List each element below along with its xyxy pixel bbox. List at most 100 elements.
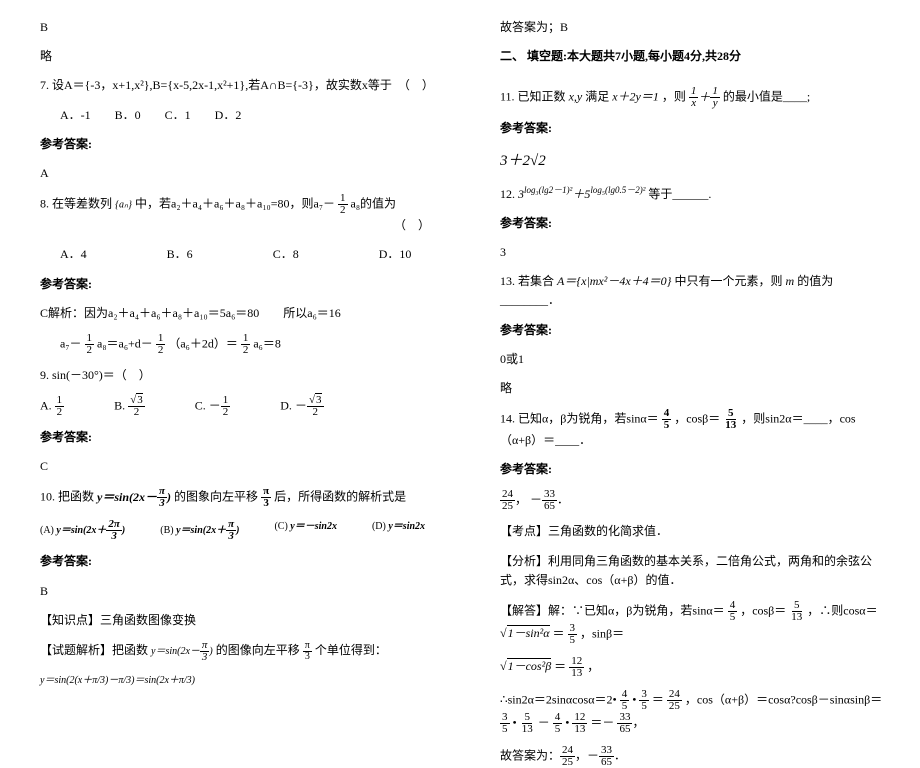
q8-seq: {aₙ} [115, 199, 132, 210]
q10f1: y＝sin(2x－π3) [97, 490, 174, 504]
q10f2: π3 [261, 486, 271, 509]
ex1c: 个单位得到： [315, 643, 387, 657]
q7: 7. 设A＝{-3，x+1,x²},B={x-5,2x-1,x²+1},若A∩B… [40, 76, 430, 95]
ref-12: 参考答案: [500, 214, 890, 233]
ref-7: 参考答案: [40, 135, 430, 154]
q13b: A＝{x|mx²－4x＋4＝0} [557, 274, 671, 288]
q10B-f: y＝sin(2x＋π3) [176, 525, 239, 536]
ref-10: 参考答案: [40, 552, 430, 571]
sold: ＝ [553, 626, 565, 640]
q9A: A. [40, 398, 52, 412]
sf1: 45 [728, 600, 738, 623]
ref-8: 参考答案: [40, 275, 430, 294]
q10D: (D) [372, 521, 386, 532]
q10D-f: y＝sin2x [388, 521, 425, 532]
frac-h4: 12 [241, 333, 251, 356]
q10A-f: y＝sin(2x＋2π3) [56, 525, 125, 536]
ref-14: 参考答案: [500, 460, 890, 479]
q8A: A．4 [60, 245, 87, 264]
frac-h3: 12 [156, 333, 166, 356]
s4f1: 2425 [560, 745, 575, 768]
q9B-frac: 32 [128, 395, 145, 418]
ref-9: 参考答案: [40, 428, 430, 447]
q10: 10. 把函数 y＝sin(2x－π3) 的图象向左平移 π3 后，所得函数的解… [40, 486, 430, 509]
s4f2: 3365 [599, 745, 614, 768]
q9C: C. [195, 398, 206, 412]
q10B-w: (B) y＝sin(2x＋π3) [160, 519, 239, 542]
ref-13: 参考答案: [500, 321, 890, 340]
a8l2c: （a₆＋2d）＝ [168, 336, 238, 350]
a10: B [40, 582, 430, 601]
q8-b: 中，若a₂＋a₄＋a₆＋a₈＋a₁₀=80，则a₇－ [135, 196, 335, 210]
s2b: ， [587, 659, 599, 673]
q9D: D. [280, 398, 292, 412]
q8C: C．8 [273, 245, 299, 264]
q14b: ，cosβ＝ [674, 411, 720, 425]
solc: ，∴则cosα＝ [807, 603, 877, 617]
sole: ，sinβ＝ [580, 626, 624, 640]
sf4: 35 [568, 623, 578, 646]
a8l2a: a₇－ [60, 336, 82, 350]
ex1b: 的图像向左平移 [216, 643, 300, 657]
a7: A [40, 164, 430, 183]
q12b: 等于______. [648, 187, 711, 201]
ref-11: 参考答案: [500, 119, 890, 138]
ex1f2: π3 [303, 641, 312, 662]
q14f2: 513 [723, 408, 738, 431]
q9B: B. [114, 398, 125, 412]
ex1f: y＝sin(2x－π3) [151, 646, 213, 657]
sol4: 故答案为：2425，－3365． [500, 745, 890, 768]
q10c: 后，所得函数的解析式是 [274, 490, 406, 504]
q9D-w: D. －32 [280, 395, 323, 418]
q12f: 3log₃(lg2－1)²＋5log₅(lg0.5－2)² [518, 187, 645, 201]
q12: 12. 3log₃(lg2－1)²＋5log₅(lg0.5－2)² 等于____… [500, 183, 890, 204]
a9: C [40, 457, 430, 476]
q11b: x,y [569, 90, 583, 104]
q14f1: 45 [662, 408, 672, 431]
s3f8: 3365 [617, 712, 632, 735]
q9C-frac: 12 [221, 395, 231, 418]
q10b: 的图象向左平移 [174, 490, 258, 504]
s2f: 1213 [569, 656, 584, 679]
q10D-w: (D) y＝sin2x [372, 519, 425, 542]
s3f: － [538, 715, 550, 729]
q8D: D．10 [379, 245, 412, 264]
s3g: • [565, 715, 569, 729]
ans-6: B [40, 18, 430, 37]
ex1: 【试题解析】把函数 y＝sin(2x－π3) 的图像向左平移 π3 个单位得到： [40, 640, 430, 663]
q9A-frac: 12 [55, 395, 65, 418]
q9A-w: A. 12 [40, 395, 64, 418]
s3f5: 513 [520, 712, 535, 735]
s3a: ∴sin2α＝2sinαcosα＝2• [500, 692, 617, 706]
frac-h2: 12 [85, 333, 95, 356]
q11e: ，则 [662, 90, 686, 104]
q10C-f: y＝－sin2x [290, 521, 337, 532]
q8-a: 8. 在等差数列 [40, 196, 112, 210]
a14f2: 3365 [542, 489, 557, 512]
ex2: y＝sin(2(x＋π/3)－π/3)＝sin(2x＋π/3) [40, 673, 430, 689]
q12a: 12. [500, 187, 515, 201]
q13a: 13. 若集合 [500, 274, 554, 288]
frac-half-1: 12 [338, 193, 348, 216]
ex1a: 【试题解析】把函数 [40, 643, 148, 657]
q8-opts: A．4 B．6 C．8 D．10 [40, 245, 430, 264]
q11: 11. 已知正数 x,y 满足 x＋2y＝1 ，则 1x＋1y 的最小值是___… [500, 86, 890, 109]
solb: ，cosβ＝ [740, 603, 786, 617]
sol3: ∴sin2α＝2sinαcosα＝2• 45 • 35 ＝ 2425 ，cos（… [500, 689, 890, 735]
q9: 9. sin(－30°)＝（ ） [40, 366, 430, 385]
q10A-w: (A) y＝sin(2x＋2π3) [40, 519, 125, 542]
a14: 2425， －3365． [500, 489, 890, 512]
s2r: 1－cos²β [500, 658, 551, 673]
s3f7: 1213 [572, 712, 587, 735]
a13: 0或1 [500, 350, 890, 369]
q14a: 14. 已知α，β为锐角，若sinα＝ [500, 411, 659, 425]
q10a: 10. 把函数 [40, 490, 94, 504]
q11a: 11. 已知正数 [500, 90, 566, 104]
omit-13: 略 [500, 379, 890, 398]
sect-2: 二、 填空题:本大题共7小题,每小题4分,共28分 [500, 47, 890, 66]
s3d: ，cos（α+β）＝cosα?cosβ－sinαsinβ＝ [685, 692, 882, 706]
sola: 【解答】解：∵已知α，β为锐角，若sinα＝ [500, 603, 725, 617]
sol1: 【解答】解：∵已知α，β为锐角，若sinα＝ 45 ，cosβ＝ 513 ，∴则… [500, 600, 890, 646]
q11c: 满足 [585, 90, 609, 104]
a8l2d: a₆＝8 [253, 336, 281, 350]
